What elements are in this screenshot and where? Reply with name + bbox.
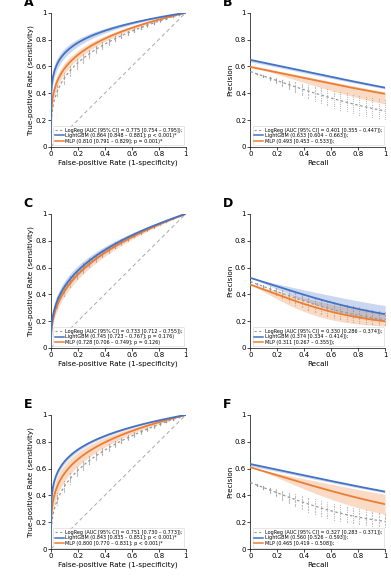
X-axis label: False-positive Rate (1-specificity): False-positive Rate (1-specificity) bbox=[58, 361, 178, 367]
Text: F: F bbox=[223, 398, 232, 411]
Legend: LogReg (AUC [95% CI] = 0.330 [0.286 – 0.374]);, LightGBM (0.374 [0.334 – 0.414]): LogReg (AUC [95% CI] = 0.330 [0.286 – 0.… bbox=[253, 327, 384, 346]
Legend: LogReg (AUC [95% CI] = 0.327 [0.283 – 0.371]);, LightGBM (0.560 [0.526 – 0.593]): LogReg (AUC [95% CI] = 0.327 [0.283 – 0.… bbox=[253, 528, 384, 547]
X-axis label: False-positive Rate (1-specificity): False-positive Rate (1-specificity) bbox=[58, 562, 178, 568]
X-axis label: Recall: Recall bbox=[307, 361, 328, 367]
Text: E: E bbox=[24, 398, 32, 411]
Text: C: C bbox=[24, 197, 33, 210]
X-axis label: Recall: Recall bbox=[307, 160, 328, 166]
Y-axis label: True-positive Rate (sensitivity): True-positive Rate (sensitivity) bbox=[27, 427, 34, 537]
X-axis label: Recall: Recall bbox=[307, 562, 328, 568]
Text: A: A bbox=[24, 0, 34, 9]
Y-axis label: Precision: Precision bbox=[228, 64, 233, 96]
Y-axis label: True-positive Rate (sensitivity): True-positive Rate (sensitivity) bbox=[27, 226, 34, 336]
Text: D: D bbox=[223, 197, 234, 210]
Y-axis label: True-positive Rate (sensitivity): True-positive Rate (sensitivity) bbox=[27, 25, 34, 135]
Legend: LogReg (AUC [95% CI] = 0.733 [0.712 – 0.755]);, LightGBM (0.745 [0.723 – 0.767];: LogReg (AUC [95% CI] = 0.733 [0.712 – 0.… bbox=[53, 327, 184, 346]
Legend: LogReg (AUC [95% CI] = 0.775 [0.754 – 0.795]);, LightGBM (0.864 [0.848 – 0.881];: LogReg (AUC [95% CI] = 0.775 [0.754 – 0.… bbox=[53, 126, 184, 145]
Text: B: B bbox=[223, 0, 233, 9]
Legend: LogReg (AUC [95% CI] = 0.401 [0.355 – 0.447]);, LightGBM (0.633 [0.604 – 0.663]): LogReg (AUC [95% CI] = 0.401 [0.355 – 0.… bbox=[253, 126, 384, 145]
Legend: LogReg (AUC [95% CI] = 0.751 [0.730 – 0.773]);, LightGBM (0.843 [0.835 – 0.851];: LogReg (AUC [95% CI] = 0.751 [0.730 – 0.… bbox=[53, 528, 184, 547]
X-axis label: False-positive Rate (1-specificity): False-positive Rate (1-specificity) bbox=[58, 160, 178, 166]
Y-axis label: Precision: Precision bbox=[228, 265, 233, 297]
Y-axis label: Precision: Precision bbox=[228, 466, 233, 498]
